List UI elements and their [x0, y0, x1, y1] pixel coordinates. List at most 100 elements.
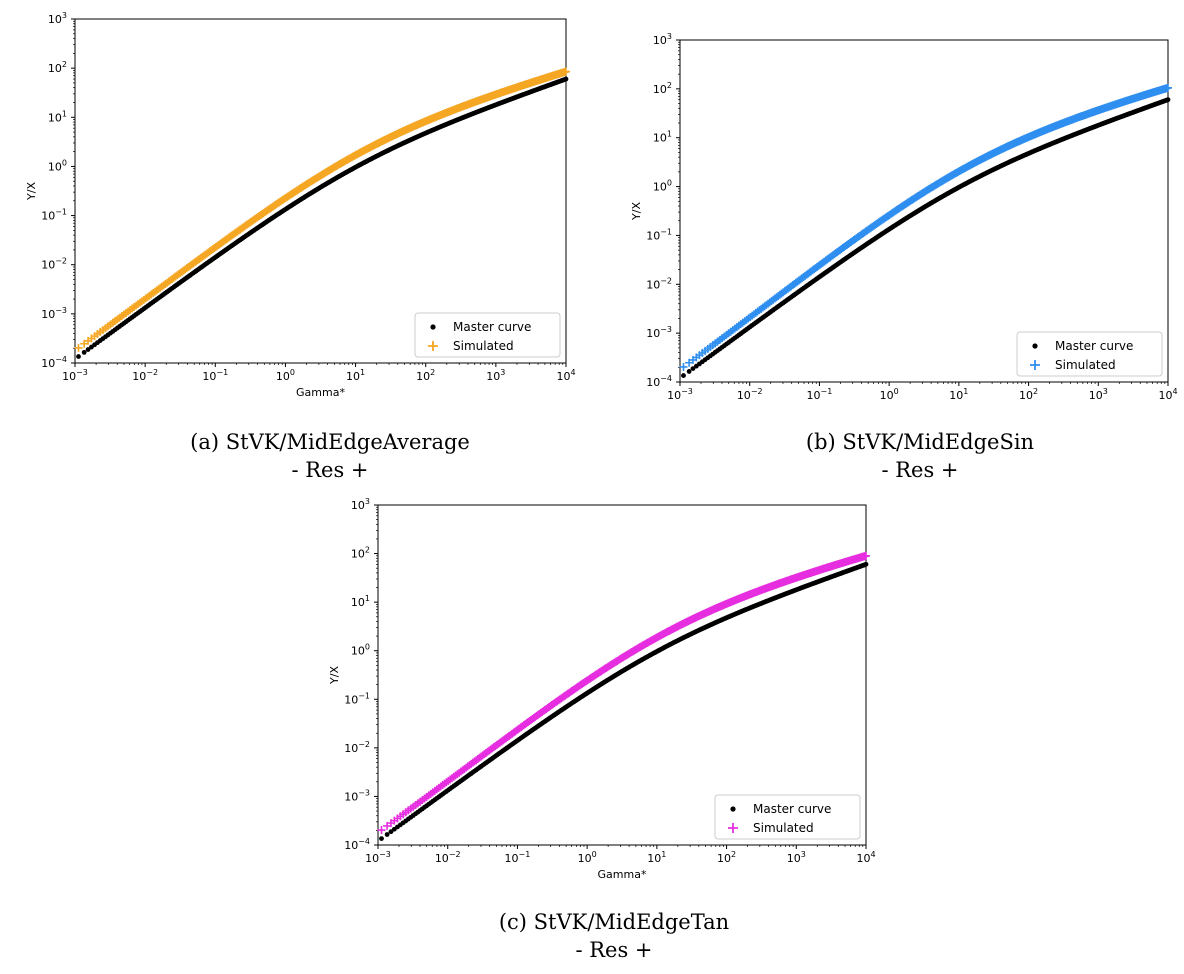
- caption-c: (c) StVK/MidEdgeTan - Res +: [404, 908, 824, 964]
- x-tick-label: 102: [1019, 387, 1038, 402]
- legend-marker: [1030, 360, 1040, 370]
- data-point: [1164, 83, 1172, 92]
- chart-a: 10−3 10−2 10−1 100 101 102 103 10410−410−310−21…: [25, 11, 576, 399]
- legend-label: Simulated: [753, 821, 814, 835]
- x-tick-label: 104: [1158, 387, 1177, 402]
- caption-b: (b) StVK/MidEdgeSin - Res +: [710, 428, 1130, 484]
- caption-a: (a) StVK/MidEdgeAverage - Res +: [120, 428, 540, 484]
- x-tick-label: 10−3: [62, 368, 88, 383]
- legend-marker: [428, 341, 438, 351]
- data-point: [388, 829, 394, 835]
- data-point: [384, 832, 390, 837]
- y-tick-label: 102: [351, 546, 370, 561]
- x-tick-label: 103: [486, 368, 505, 383]
- data-point: [679, 362, 688, 371]
- y-tick-label: 10−4: [646, 374, 672, 389]
- y-tick-label: 10−2: [41, 257, 67, 272]
- data-point: [690, 366, 696, 372]
- caption-a-line1: (a) StVK/MidEdgeAverage: [190, 430, 470, 454]
- legend-label: Master curve: [453, 320, 531, 334]
- series-simulated: [377, 551, 870, 835]
- y-tick-label: 102: [653, 81, 672, 96]
- chart-c: 10−3 10−2 10−1 100 101 102 103 10410−410−310−21…: [328, 497, 876, 881]
- x-tick-label: 10−2: [435, 850, 461, 865]
- y-axis-label: Y/X: [25, 182, 38, 201]
- y-tick-label: 101: [653, 130, 672, 145]
- data-point: [686, 369, 692, 374]
- series-master-curve: [76, 76, 569, 359]
- caption-c-line2: - Res +: [575, 938, 653, 962]
- x-tick-label: 101: [949, 387, 968, 402]
- legend-label: Simulated: [1055, 358, 1116, 372]
- y-tick-label: 101: [351, 594, 370, 609]
- y-tick-label: 10−1: [41, 208, 67, 223]
- y-axis-label: Y/X: [328, 666, 341, 685]
- x-tick-label: 10−2: [132, 368, 158, 383]
- y-tick-label: 10−2: [646, 276, 672, 291]
- y-tick-label: 100: [351, 643, 370, 658]
- data-point: [74, 343, 83, 352]
- x-tick-label: 101: [647, 850, 666, 865]
- x-tick-label: 100: [578, 850, 597, 865]
- x-tick-label: 100: [276, 368, 295, 383]
- legend-label: Simulated: [453, 339, 514, 353]
- x-tick-label: 103: [1089, 387, 1108, 402]
- y-tick-label: 10−3: [344, 788, 370, 803]
- legend-marker: [1032, 343, 1038, 349]
- legend: Master curve Simulated: [1016, 331, 1163, 377]
- legend-label: Master curve: [1055, 339, 1133, 353]
- y-tick-label: 100: [48, 158, 67, 173]
- y-tick-label: 102: [48, 60, 67, 75]
- y-tick-label: 100: [653, 179, 672, 194]
- x-tick-label: 101: [346, 368, 365, 383]
- plot-frame: [74, 18, 567, 364]
- data-point: [76, 354, 81, 359]
- y-tick-label: 103: [351, 497, 370, 512]
- y-tick-label: 10−1: [646, 227, 672, 242]
- legend-box: [714, 794, 861, 840]
- x-axis-label: Gamma*: [598, 868, 647, 881]
- x-tick-label: 103: [787, 850, 806, 865]
- data-point: [81, 349, 87, 355]
- x-tick-label: 10−2: [737, 387, 763, 402]
- x-tick-label: 10−1: [807, 387, 833, 402]
- y-tick-label: 101: [48, 109, 67, 124]
- data-point: [563, 76, 569, 82]
- plot-frame: [679, 39, 1169, 383]
- y-tick-label: 10−3: [41, 306, 67, 321]
- data-point: [1165, 97, 1171, 103]
- legend: Master curve Simulated: [714, 794, 861, 840]
- chart-b: 10−3 10−2 10−1 100 101 102 103 10410−410−310−21…: [630, 32, 1178, 402]
- y-tick-label: 10−1: [344, 691, 370, 706]
- series-simulated: [74, 67, 570, 352]
- x-axis-label: Gamma*: [296, 386, 345, 399]
- x-tick-label: 104: [556, 368, 575, 383]
- x-tick-label: 10−1: [202, 368, 228, 383]
- data-point: [377, 826, 386, 835]
- y-tick-label: 103: [653, 32, 672, 47]
- series-master-curve: [681, 97, 1171, 378]
- y-tick-label: 103: [48, 11, 67, 26]
- legend-box: [414, 312, 561, 358]
- y-tick-label: 10−2: [344, 740, 370, 755]
- data-point: [681, 373, 686, 378]
- legend-marker: [728, 823, 738, 833]
- caption-c-line1: (c) StVK/MidEdgeTan: [498, 910, 730, 934]
- y-tick-label: 10−4: [41, 355, 67, 370]
- legend-box: [1016, 331, 1163, 377]
- plot-frame: [377, 504, 867, 846]
- x-tick-label: 102: [717, 850, 736, 865]
- data-point: [85, 347, 91, 352]
- series-master-curve: [379, 561, 869, 842]
- legend: Master curve Simulated: [414, 312, 561, 358]
- caption-b-line1: (b) StVK/MidEdgeSin: [805, 430, 1035, 454]
- series-simulated: [679, 83, 1172, 371]
- data-point: [562, 67, 570, 76]
- caption-a-line2: - Res +: [291, 458, 369, 482]
- x-tick-label: 10−3: [667, 387, 693, 402]
- legend-label: Master curve: [753, 802, 831, 816]
- data-point: [379, 836, 384, 842]
- x-tick-label: 102: [416, 368, 435, 383]
- legend-marker: [430, 324, 436, 330]
- x-tick-label: 10−1: [505, 850, 531, 865]
